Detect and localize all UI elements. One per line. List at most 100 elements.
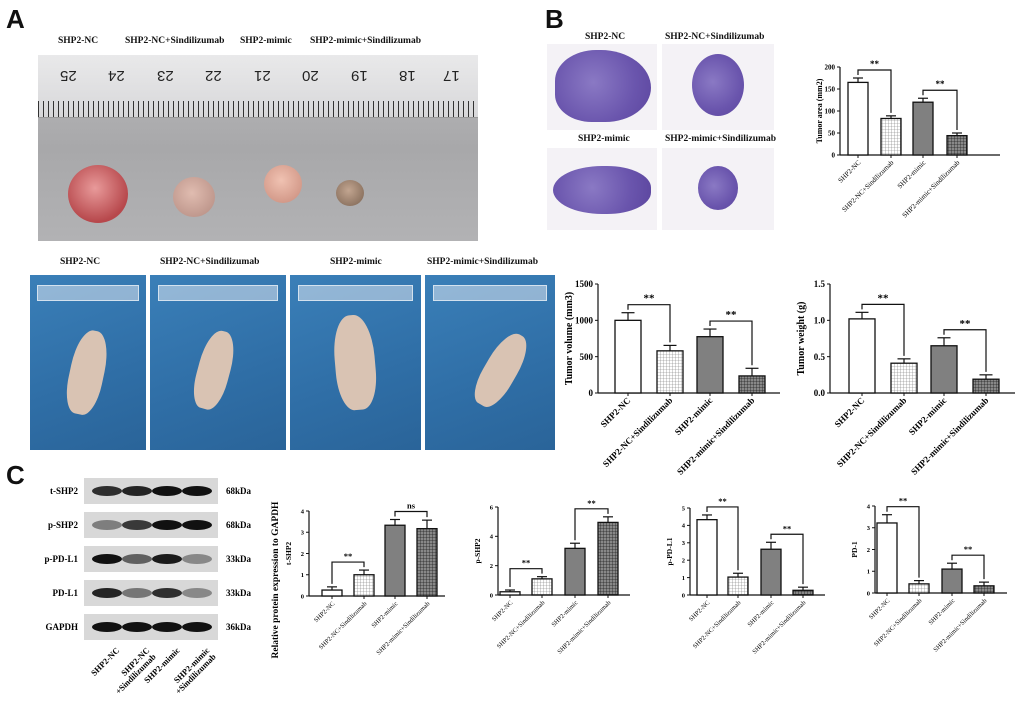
y-axis-label: PD-1 <box>850 541 859 557</box>
bar <box>760 548 782 596</box>
bar <box>614 319 642 394</box>
y-tick-label: 0 <box>589 388 594 398</box>
y-tick-label: 0.5 <box>814 352 826 362</box>
bar <box>597 521 619 596</box>
y-tick-label: 3 <box>867 525 871 532</box>
blot-band <box>92 554 122 564</box>
y-tick-label: 150 <box>825 85 836 93</box>
significance-label: ** <box>783 523 792 533</box>
group-header: SHP2-NC <box>60 257 101 267</box>
panel-label-c: C <box>6 460 25 490</box>
blot-band <box>152 554 182 564</box>
bar <box>727 576 749 596</box>
y-tick-label: 0.0 <box>814 388 826 398</box>
x-tick-label: SHP2-mimic <box>907 395 949 437</box>
chart-ppdl1: 012345p-PD-L1SHP2-NCSHP2-NC+Sindilizumab… <box>665 496 825 656</box>
x-tick-label: SHP2-NC+Sindilizumab <box>835 395 909 469</box>
blot-strip <box>84 512 218 538</box>
y-tick-label: 100 <box>825 107 836 115</box>
y-tick-label: 0 <box>832 151 836 159</box>
bar <box>696 519 718 596</box>
blot-row-label: p-SHP2 <box>47 520 78 530</box>
blot-kda: 36kDa <box>226 622 252 632</box>
group-header: SHP2-NC <box>585 32 626 42</box>
group-header: SHP2-NC+Sindilizumab <box>160 257 260 267</box>
y-tick-label: 1.5 <box>814 279 826 289</box>
bar <box>656 350 684 394</box>
significance-label: ns <box>407 501 416 511</box>
y-tick-label: 3 <box>682 540 686 547</box>
blot-strip <box>84 546 218 572</box>
y-tick-label: 50 <box>828 129 836 137</box>
significance-label: ** <box>899 496 908 506</box>
x-tick-label: SHP2-mimic <box>370 600 399 629</box>
blot-band <box>92 588 122 598</box>
y-tick-label: 200 <box>825 63 836 71</box>
blot-kda: 33kDa <box>226 554 252 564</box>
y-tick-label: 2 <box>490 563 493 570</box>
blot-band <box>182 622 212 632</box>
bar <box>848 318 876 394</box>
y-tick-label: 6 <box>490 504 494 511</box>
y-tick-label: 5 <box>682 505 686 512</box>
x-tick-label: SHP2-mimic <box>896 159 928 191</box>
blot-band <box>122 622 152 632</box>
y-tick-label: 2 <box>867 547 870 554</box>
y-axis-label: p-SHP2 <box>473 538 482 563</box>
y-tick-label: 4 <box>867 503 871 510</box>
x-tick-label: SHP2-NC <box>491 599 515 623</box>
x-tick-label: SHP2-mimic <box>746 599 775 628</box>
blot-band <box>92 622 122 632</box>
y-tick-label: 4 <box>682 523 686 530</box>
y-tick-label: 0 <box>682 592 685 599</box>
y-axis-label: p-PD-L1 <box>665 537 674 565</box>
tumor-sample <box>173 177 215 217</box>
bar <box>973 585 995 594</box>
bar <box>946 134 968 156</box>
y-tick-label: 2 <box>301 551 304 558</box>
blot-row-label: PD-L1 <box>52 588 79 598</box>
blot-band <box>152 486 182 496</box>
blot-band <box>182 520 212 530</box>
tumor-photo: 25 24 23 22 21 20 19 18 17 <box>38 55 478 241</box>
bar <box>696 336 724 394</box>
significance-bracket <box>943 329 987 372</box>
significance-label: ** <box>718 496 727 506</box>
blot-row-label: t-SHP2 <box>50 486 78 496</box>
significance-bracket <box>922 89 958 130</box>
significance-label: ** <box>344 551 353 561</box>
group-header: SHP2-NC+Sindilizumab <box>125 36 225 46</box>
bar <box>847 81 869 156</box>
y-tick-label: 1 <box>682 575 685 582</box>
tumor-sample <box>264 165 302 203</box>
bar <box>564 547 586 596</box>
blot-kda: 33kDa <box>226 588 252 598</box>
bar <box>908 583 930 594</box>
mouse-photo <box>150 275 286 450</box>
y-tick-label: 0 <box>490 592 493 599</box>
significance-label: ** <box>878 292 890 304</box>
blot-band <box>152 520 182 530</box>
group-header: SHP2-mimic <box>578 134 630 144</box>
y-tick-label: 1500 <box>575 279 594 289</box>
y-tick-label: 4 <box>301 508 305 515</box>
blot-band <box>182 554 212 564</box>
bar <box>941 568 963 594</box>
x-tick-label: SHP2-mimic <box>673 395 715 437</box>
significance-label: ** <box>960 318 972 330</box>
blot-band <box>152 622 182 632</box>
significance-bracket <box>709 320 753 366</box>
significance-bracket <box>857 69 892 113</box>
blot-band <box>122 486 152 496</box>
x-tick-label: SHP2-mimic+Sindilizumab <box>909 395 990 476</box>
significance-bracket <box>394 510 428 518</box>
y-tick-label: 1000 <box>575 315 594 325</box>
y-axis-label: Tumor volume (mm3) <box>564 292 575 385</box>
bar <box>792 589 814 596</box>
group-header: SHP2-mimic <box>330 257 382 267</box>
x-tick-label: SHP2-NC <box>832 395 866 429</box>
